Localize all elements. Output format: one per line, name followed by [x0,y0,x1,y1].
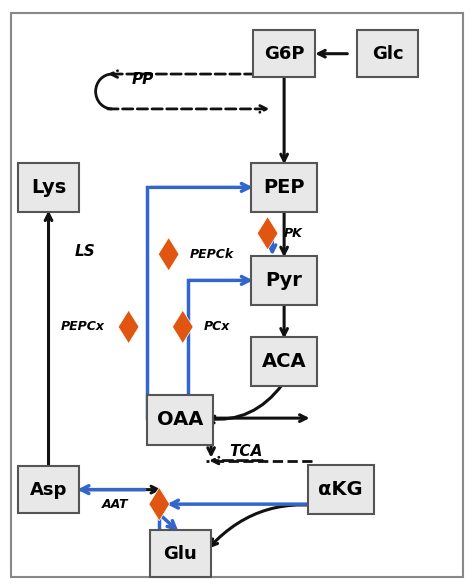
FancyBboxPatch shape [251,256,317,305]
Text: Asp: Asp [30,481,67,499]
FancyBboxPatch shape [308,465,374,515]
Polygon shape [158,238,179,271]
Text: PK: PK [284,227,303,241]
Text: G6P: G6P [264,45,304,62]
Text: PEPCk: PEPCk [190,248,234,260]
Text: TCA: TCA [230,444,263,460]
Text: OAA: OAA [157,411,204,429]
Text: ACA: ACA [262,352,306,371]
Text: LS: LS [74,244,95,259]
FancyBboxPatch shape [251,163,317,212]
Text: PEP: PEP [264,178,305,197]
Text: PCx: PCx [204,321,230,333]
Polygon shape [257,217,278,250]
FancyBboxPatch shape [251,337,317,387]
FancyBboxPatch shape [18,163,79,212]
Text: PEPCx: PEPCx [61,321,105,333]
FancyBboxPatch shape [147,395,213,444]
Polygon shape [173,310,193,343]
FancyBboxPatch shape [11,13,463,577]
Text: PP: PP [132,72,154,87]
FancyBboxPatch shape [18,467,79,513]
Polygon shape [118,310,139,343]
FancyBboxPatch shape [357,30,419,77]
Text: Glu: Glu [164,544,197,562]
Text: Pyr: Pyr [266,271,302,290]
FancyBboxPatch shape [254,30,315,77]
FancyBboxPatch shape [150,530,211,577]
Polygon shape [149,488,170,521]
Text: AAT: AAT [102,498,128,510]
Text: Glc: Glc [372,45,403,62]
Text: αKG: αKG [319,480,363,499]
Text: Lys: Lys [31,178,66,197]
